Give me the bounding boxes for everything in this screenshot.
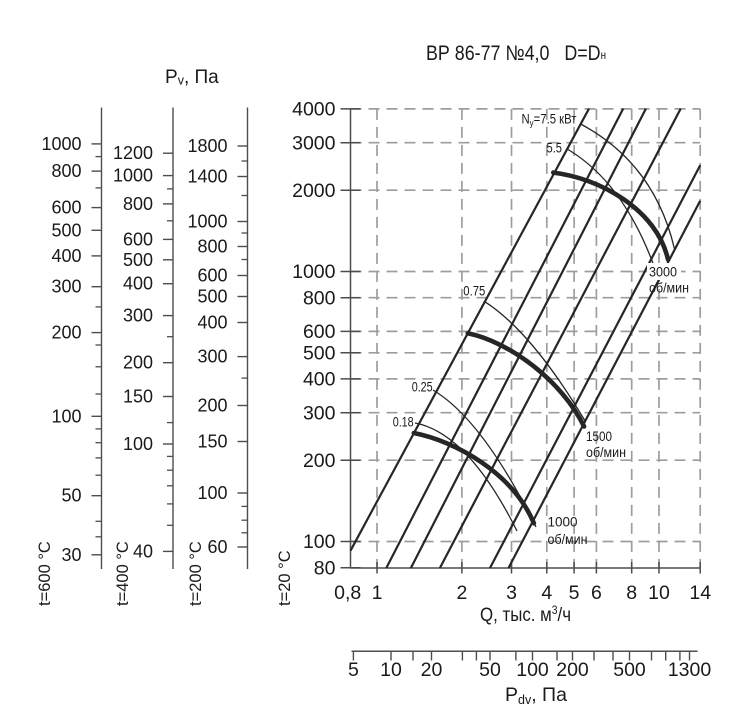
svg-text:50: 50 [479,659,501,681]
svg-text:t=200 °C: t=200 °C [187,541,205,606]
svg-text:t=600 °C: t=600 °C [36,541,54,606]
svg-text:80: 80 [314,557,336,579]
svg-text:t=20 °C: t=20 °C [276,550,294,606]
svg-text:2000: 2000 [292,180,336,202]
svg-text:1500: 1500 [586,429,612,444]
svg-text:Nу=7.5 кВт: Nу=7.5 кВт [522,112,577,130]
svg-text:30: 30 [61,545,81,565]
svg-text:100: 100 [303,531,336,553]
svg-text:1: 1 [372,582,383,604]
svg-text:10: 10 [380,659,402,681]
svg-text:600: 600 [303,321,336,343]
svg-text:10: 10 [648,582,670,604]
svg-text:100: 100 [197,483,227,503]
svg-text:1000: 1000 [548,515,578,530]
svg-text:Q, тыс. м3/ч: Q, тыс. м3/ч [480,603,571,626]
svg-text:1000: 1000 [187,212,227,232]
svg-text:8: 8 [626,582,637,604]
svg-text:1800: 1800 [187,136,227,156]
svg-text:об/мин: об/мин [548,532,588,547]
svg-text:об/мин: об/мин [586,445,626,460]
svg-text:600: 600 [51,198,81,218]
svg-text:500: 500 [123,250,153,270]
svg-text:300: 300 [51,277,81,297]
svg-text:100: 100 [123,434,153,454]
svg-text:200: 200 [123,353,153,373]
svg-text:0.18: 0.18 [393,415,414,430]
svg-text:400: 400 [197,313,227,333]
svg-text:150: 150 [197,432,227,452]
svg-text:1000: 1000 [41,134,81,154]
svg-text:20: 20 [421,659,443,681]
svg-text:200: 200 [556,659,589,681]
svg-text:100: 100 [516,659,549,681]
svg-text:3000: 3000 [649,265,677,280]
svg-text:0,8: 0,8 [334,582,361,604]
svg-text:300: 300 [197,347,227,367]
svg-text:1400: 1400 [187,167,227,187]
svg-text:500: 500 [51,220,81,240]
svg-text:t=400 °C: t=400 °C [114,541,132,606]
svg-text:400: 400 [123,274,153,294]
svg-text:Pv, Па: Pv, Па [165,67,219,88]
svg-text:800: 800 [197,237,227,257]
svg-text:60: 60 [207,537,227,557]
svg-text:100: 100 [51,406,81,426]
svg-text:4000: 4000 [292,99,336,121]
svg-text:500: 500 [303,342,336,364]
svg-text:500: 500 [613,659,646,681]
svg-text:6: 6 [591,582,602,604]
svg-text:300: 300 [303,402,336,424]
svg-text:50: 50 [61,486,81,506]
svg-text:14: 14 [689,582,711,604]
svg-text:1300: 1300 [668,659,712,681]
svg-text:400: 400 [303,369,336,391]
svg-text:2: 2 [456,582,467,604]
svg-text:0.75: 0.75 [463,284,485,299]
svg-text:200: 200 [197,396,227,416]
svg-text:150: 150 [123,387,153,407]
svg-text:0.25: 0.25 [412,380,433,395]
svg-text:ВР 86-77 №4,0 D=Dн: ВР 86-77 №4,0 D=Dн [426,42,606,65]
svg-text:5: 5 [569,582,580,604]
svg-text:800: 800 [51,161,81,181]
svg-text:4: 4 [541,582,552,604]
svg-text:об/мин: об/мин [649,281,689,296]
svg-text:1000: 1000 [113,166,153,186]
svg-text:40: 40 [133,541,153,561]
svg-text:400: 400 [51,246,81,266]
svg-text:500: 500 [197,287,227,307]
svg-text:800: 800 [303,287,336,309]
svg-text:300: 300 [123,306,153,326]
svg-text:200: 200 [303,450,336,472]
svg-text:600: 600 [197,266,227,286]
svg-text:800: 800 [123,194,153,214]
svg-text:3000: 3000 [292,132,336,154]
svg-text:1200: 1200 [113,143,153,163]
svg-text:Pdv, Па: Pdv, Па [505,684,567,707]
svg-text:5.5: 5.5 [547,141,563,156]
svg-text:1000: 1000 [292,261,336,283]
svg-text:600: 600 [123,229,153,249]
svg-text:3: 3 [506,582,517,604]
svg-text:5: 5 [348,659,359,681]
svg-text:200: 200 [51,323,81,343]
